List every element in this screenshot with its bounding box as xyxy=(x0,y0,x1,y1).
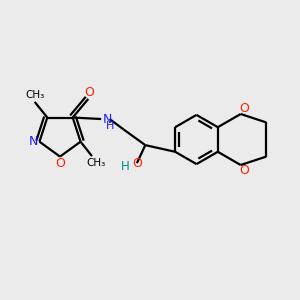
Text: O: O xyxy=(84,86,94,99)
Text: N: N xyxy=(29,135,38,148)
Text: CH₃: CH₃ xyxy=(25,90,44,100)
Text: O: O xyxy=(132,157,142,170)
Text: O: O xyxy=(239,164,249,178)
Text: H: H xyxy=(121,160,130,172)
Text: O: O xyxy=(55,157,65,170)
Text: CH₃: CH₃ xyxy=(86,158,105,168)
Text: N: N xyxy=(103,112,112,125)
Text: H: H xyxy=(106,121,114,130)
Text: O: O xyxy=(239,101,249,115)
